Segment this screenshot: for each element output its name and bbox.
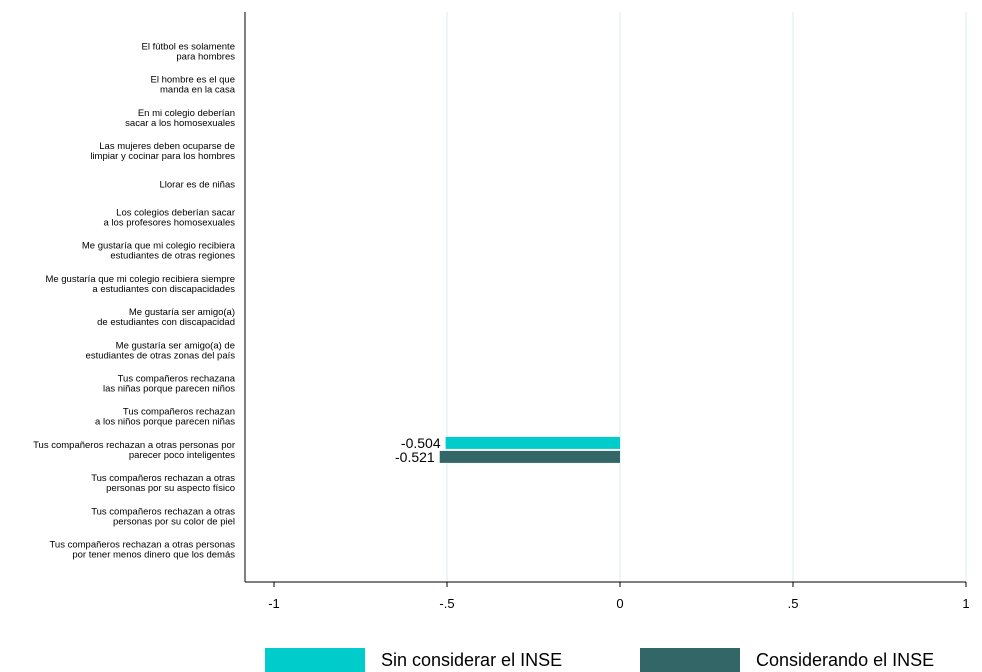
category-label-10: Tus compañeros rechazana las niñas porque… <box>103 374 236 395</box>
legend-item-con-inse: Considerando el INSE <box>640 648 934 672</box>
legend-item-sin-inse: Sin considerar el INSE <box>265 648 562 672</box>
legend: Sin considerar el INSE Considerando el I… <box>0 648 982 672</box>
category-label-15: Tus compañeros rechazan a otras personas… <box>49 540 235 561</box>
bar-chart: -1 -.5 0 .5 1 El fútbol es solamente para homb… <box>33 12 970 611</box>
data-label-series1-row12: -0.521 <box>395 449 435 465</box>
category-label-2: En mi colegio deberían sacar a los homose… <box>125 108 235 129</box>
category-label-14: Tus compañeros rechazan a otras personas … <box>91 506 235 527</box>
x-tick-label-4: 1 <box>962 596 969 611</box>
category-label-13: Tus compañeros rechazan a otras personas … <box>91 473 235 494</box>
category-label-11: Tus compañeros rechazan a los niños porqu… <box>95 407 235 428</box>
category-label-9: Me gustaría ser amigo(a) de estudiantes d… <box>86 340 236 361</box>
bar-series1-row12 <box>439 450 620 463</box>
category-label-8: Me gustaría ser amigo(a) de estudiantes c… <box>97 307 235 328</box>
category-label-3: Las mujeres deben ocuparse de limpiar y c… <box>90 141 235 162</box>
category-label-1: El hombre es el que manda en la casa <box>151 75 236 96</box>
legend-label-con-inse: Considerando el INSE <box>756 649 935 670</box>
legend-swatch-con-inse <box>640 648 740 672</box>
data-label-series0-row12: -0.504 <box>401 435 441 451</box>
category-label-5: Los colegios deberían sacar a los profeso… <box>104 208 236 229</box>
x-tick-label-0: -1 <box>268 596 280 611</box>
x-tick-label-3: .5 <box>788 596 799 611</box>
bar-series0-row12 <box>445 436 620 449</box>
category-label-4: Llorar es de niñas <box>159 179 235 190</box>
legend-swatch-sin-inse <box>265 648 365 672</box>
category-label-0: El fútbol es solamente para hombres <box>142 42 236 63</box>
category-label-6: Me gustaría que mi colegio recibiera estu… <box>82 241 236 262</box>
x-tick-label-2: 0 <box>616 596 623 611</box>
category-label-7: Me gustaría que mi colegio recibiera sie… <box>45 274 235 295</box>
x-tick-label-1: -.5 <box>439 596 454 611</box>
category-label-12: Tus compañeros rechazan a otras personas… <box>33 440 235 461</box>
legend-label-sin-inse: Sin considerar el INSE <box>381 649 563 670</box>
